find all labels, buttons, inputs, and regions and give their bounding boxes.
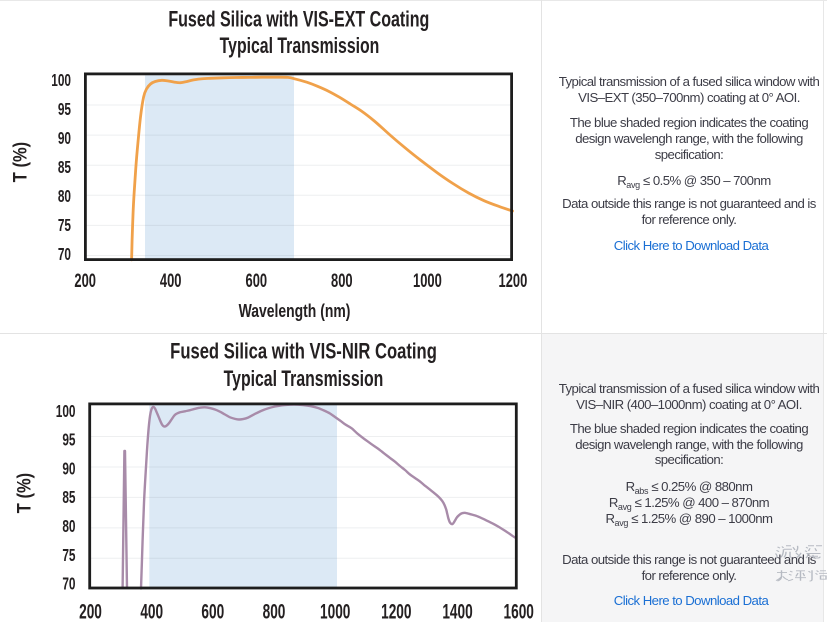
svg-text:200: 200 xyxy=(79,599,102,622)
svg-text:95: 95 xyxy=(58,100,71,120)
svg-text:70: 70 xyxy=(58,245,71,265)
svg-text:85: 85 xyxy=(58,158,71,178)
svg-text:75: 75 xyxy=(58,216,71,236)
svg-text:100: 100 xyxy=(56,402,76,422)
svg-text:800: 800 xyxy=(263,599,286,622)
svg-text:85: 85 xyxy=(62,488,75,508)
svg-text:70: 70 xyxy=(62,574,75,594)
svg-text:600: 600 xyxy=(246,270,268,291)
svg-text:1000: 1000 xyxy=(413,270,442,291)
svg-text:600: 600 xyxy=(201,599,224,622)
svg-text:100: 100 xyxy=(51,71,71,91)
svg-text:400: 400 xyxy=(140,599,163,622)
svg-text:T (%): T (%) xyxy=(13,473,34,513)
svg-text:Typical Transmission: Typical Transmission xyxy=(224,366,384,391)
svg-text:90: 90 xyxy=(62,459,75,479)
svg-text:800: 800 xyxy=(331,270,353,291)
svg-text:1000: 1000 xyxy=(320,599,350,622)
svg-text:80: 80 xyxy=(62,517,75,537)
svg-text:Typical Transmission: Typical Transmission xyxy=(220,33,380,58)
svg-text:200: 200 xyxy=(74,270,96,291)
svg-text:T (%): T (%) xyxy=(9,142,30,182)
svg-text:1200: 1200 xyxy=(499,270,528,291)
svg-text:Fused Silica with VIS-EXT Coat: Fused Silica with VIS-EXT Coating xyxy=(168,7,429,32)
svg-text:1400: 1400 xyxy=(442,599,472,622)
svg-text:95: 95 xyxy=(62,430,75,450)
svg-text:80: 80 xyxy=(58,187,71,207)
svg-text:Fused Silica with VIS-NIR Coat: Fused Silica with VIS-NIR Coating xyxy=(170,339,437,364)
svg-text:1600: 1600 xyxy=(504,599,534,622)
svg-text:Wavelength (nm): Wavelength (nm) xyxy=(239,301,351,321)
svg-text:75: 75 xyxy=(62,546,75,566)
svg-text:1200: 1200 xyxy=(381,599,411,622)
svg-text:90: 90 xyxy=(58,129,71,149)
svg-text:400: 400 xyxy=(160,270,182,291)
